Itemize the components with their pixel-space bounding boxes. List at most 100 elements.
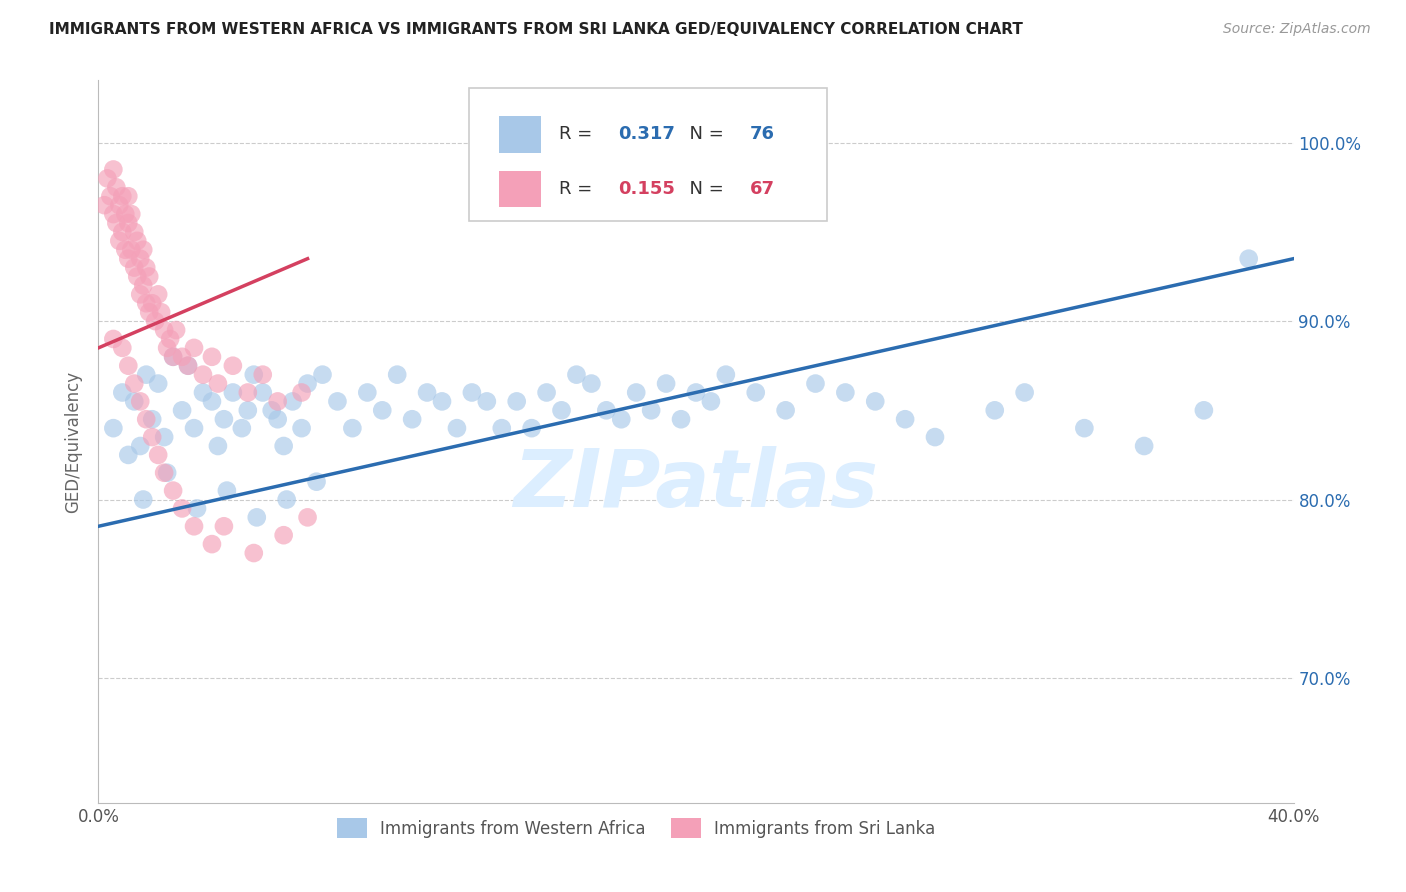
Point bbox=[153, 323, 176, 337]
Point bbox=[124, 376, 146, 391]
Point bbox=[132, 492, 155, 507]
Point bbox=[120, 207, 142, 221]
Point bbox=[984, 403, 1007, 417]
Point bbox=[103, 207, 125, 221]
Point bbox=[640, 403, 662, 417]
Point bbox=[565, 368, 588, 382]
Point bbox=[148, 287, 170, 301]
Point bbox=[385, 368, 409, 382]
Point bbox=[243, 546, 266, 560]
Point bbox=[141, 412, 163, 426]
Point bbox=[252, 385, 274, 400]
Point bbox=[520, 421, 543, 435]
Point bbox=[124, 225, 146, 239]
Point bbox=[105, 216, 128, 230]
Point bbox=[129, 252, 152, 266]
Point bbox=[172, 501, 194, 516]
Point bbox=[804, 376, 827, 391]
Point bbox=[114, 207, 136, 221]
Bar bbox=[499, 116, 541, 153]
Point bbox=[243, 368, 266, 382]
Point bbox=[273, 528, 295, 542]
Point bbox=[111, 385, 134, 400]
Point bbox=[430, 394, 453, 409]
Point bbox=[191, 368, 214, 382]
Point bbox=[172, 350, 194, 364]
Point bbox=[775, 403, 797, 417]
Point bbox=[138, 269, 160, 284]
Point bbox=[536, 385, 558, 400]
Point bbox=[1014, 385, 1036, 400]
Point bbox=[311, 368, 333, 382]
Point bbox=[127, 234, 149, 248]
Point bbox=[260, 403, 283, 417]
Point bbox=[595, 403, 617, 417]
Point bbox=[98, 189, 122, 203]
Point bbox=[138, 305, 160, 319]
Legend: Immigrants from Western Africa, Immigrants from Sri Lanka: Immigrants from Western Africa, Immigran… bbox=[330, 812, 942, 845]
Point bbox=[267, 412, 290, 426]
Point bbox=[183, 519, 205, 533]
Point bbox=[143, 314, 166, 328]
Text: 76: 76 bbox=[749, 126, 775, 144]
Point bbox=[162, 483, 184, 498]
Point bbox=[207, 439, 229, 453]
Point bbox=[108, 234, 131, 248]
Point bbox=[371, 403, 394, 417]
Point bbox=[124, 394, 146, 409]
Point bbox=[177, 359, 200, 373]
Text: 67: 67 bbox=[749, 179, 775, 198]
Point bbox=[610, 412, 633, 426]
Text: ZIPatlas: ZIPatlas bbox=[513, 446, 879, 524]
Point bbox=[177, 359, 200, 373]
Point bbox=[129, 439, 152, 453]
Point bbox=[111, 225, 134, 239]
Point bbox=[215, 483, 238, 498]
Point bbox=[246, 510, 269, 524]
Point bbox=[281, 394, 304, 409]
Point bbox=[127, 269, 149, 284]
Point bbox=[305, 475, 328, 489]
Point bbox=[461, 385, 484, 400]
Point bbox=[231, 421, 253, 435]
Point bbox=[141, 296, 163, 310]
Point bbox=[212, 519, 235, 533]
Point bbox=[236, 403, 259, 417]
Text: 0.317: 0.317 bbox=[619, 126, 675, 144]
Point bbox=[117, 189, 139, 203]
Point bbox=[120, 243, 142, 257]
Point bbox=[222, 385, 245, 400]
Point bbox=[276, 492, 298, 507]
Text: R =: R = bbox=[558, 126, 598, 144]
Point bbox=[700, 394, 723, 409]
Point bbox=[103, 332, 125, 346]
Point bbox=[446, 421, 468, 435]
Point bbox=[894, 412, 917, 426]
Text: N =: N = bbox=[678, 126, 730, 144]
Point bbox=[172, 403, 194, 417]
Point bbox=[153, 430, 176, 444]
Y-axis label: GED/Equivalency: GED/Equivalency bbox=[65, 370, 83, 513]
Point bbox=[153, 466, 176, 480]
Point bbox=[291, 421, 314, 435]
Point bbox=[129, 287, 152, 301]
Point bbox=[212, 412, 235, 426]
Point bbox=[745, 385, 768, 400]
Point bbox=[124, 260, 146, 275]
Point bbox=[103, 162, 125, 177]
Point bbox=[356, 385, 378, 400]
Point bbox=[156, 466, 179, 480]
Point bbox=[655, 376, 678, 391]
Point bbox=[342, 421, 364, 435]
Point bbox=[475, 394, 498, 409]
Point bbox=[201, 394, 224, 409]
Point bbox=[201, 537, 224, 551]
Point bbox=[135, 368, 157, 382]
Point bbox=[135, 296, 157, 310]
Point bbox=[141, 430, 163, 444]
Point bbox=[117, 252, 139, 266]
Point bbox=[148, 448, 170, 462]
Text: R =: R = bbox=[558, 179, 598, 198]
Point bbox=[148, 376, 170, 391]
Point bbox=[156, 341, 179, 355]
